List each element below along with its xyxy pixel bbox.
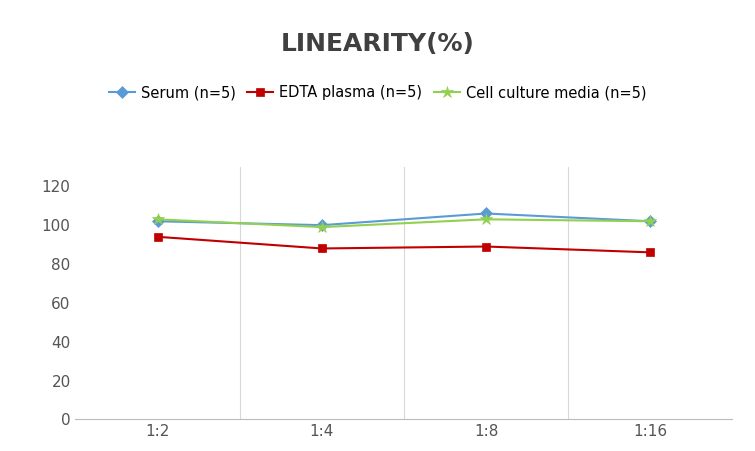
Legend: Serum (n=5), EDTA plasma (n=5), Cell culture media (n=5): Serum (n=5), EDTA plasma (n=5), Cell cul…: [103, 79, 652, 106]
Text: LINEARITY(%): LINEARITY(%): [281, 32, 474, 55]
